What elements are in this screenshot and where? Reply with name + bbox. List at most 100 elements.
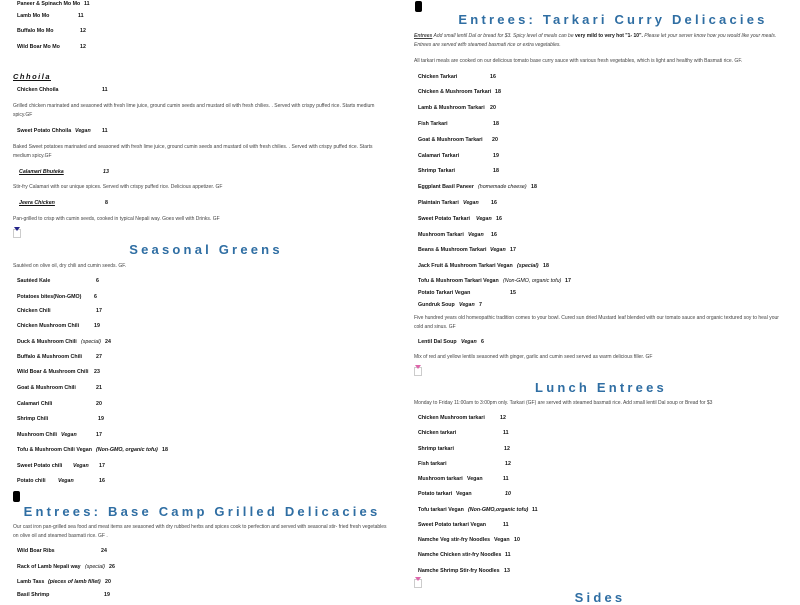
item-name: Sweet Potato Tarkari [418, 216, 471, 222]
item-name: Buffalo Mo Mo [17, 28, 54, 34]
section-description: Sautéed on olive oil, dry chili and cumi… [13, 263, 127, 269]
item-price: 17 [510, 247, 516, 253]
item-price: 19 [98, 416, 104, 422]
item-name: Tofu & Mushroom Tarkari Vegan [418, 278, 499, 284]
item-name: Fish tarkari [418, 461, 447, 467]
item-name: Mushroom Tarkari [418, 232, 464, 238]
item-name: Calamari Chili [17, 401, 53, 407]
item-tag: (homemade cheese) [478, 184, 527, 190]
item-tag: Vegan [461, 339, 477, 345]
item-name: Lamb & Mushroom Tarkari [418, 105, 485, 111]
item-tag: (special) [517, 263, 539, 269]
item-tag: Vegan [73, 463, 89, 469]
item-name: Namche Chicken stir-fry Noodles [418, 552, 502, 558]
item-price: 11 [505, 552, 511, 558]
item-tag: Vegan [467, 476, 483, 482]
item-price: 13 [504, 568, 510, 574]
item-name: Goat & Mushroom Chili [17, 385, 76, 391]
item-tag: (Non-GMO, organic tofu) [96, 447, 158, 453]
item-price: 18 [162, 447, 168, 453]
note-text: Please let your server know how you woul… [414, 33, 777, 48]
section-heading-lunch: Lunch Entrees [535, 380, 667, 395]
item-tag: (special) [85, 564, 106, 570]
item-name: Sweet Potato Chhoila [17, 128, 72, 134]
item-price: 12 [500, 415, 506, 421]
item-name: Fish Tarkari [418, 121, 448, 127]
item-price: 27 [96, 354, 102, 360]
item-name: Sweet Potato chili [17, 463, 63, 469]
item-tag: (Non-GMO,organic tofu) [468, 507, 529, 513]
item-price: 7 [479, 302, 482, 308]
item-price: 18 [543, 263, 549, 269]
item-price: 11 [503, 430, 509, 436]
item-tag: Vegan [494, 537, 510, 543]
section-heading-grilled: Entrees: Base Camp Grilled Delicacies [23, 504, 381, 519]
item-price: 11 [503, 522, 509, 528]
note-text: Add small lentil Dal or bread for $3. Sp… [432, 33, 576, 39]
item-name: Shrimp tarkari [418, 446, 454, 452]
item-description: Mix of red and yellow lentils seasoned w… [414, 354, 653, 360]
entrees-note: Entrees Add small lentil Dal or bread fo… [414, 32, 792, 50]
item-price: 24 [105, 339, 111, 345]
image-placeholder-icon [414, 577, 422, 588]
item-name: Tofu tarkari Vegan [418, 507, 464, 513]
item-description: Five hundred years old homeopathic tradi… [414, 315, 779, 330]
item-tag: Vegan [476, 216, 492, 222]
note-spicy-level: very mild to very hot "1- 10". [575, 33, 643, 39]
item-name: Mushroom Chili [17, 432, 58, 438]
note-label: Entrees [414, 33, 433, 39]
item-description: Pan-grilled to crisp with cumin seeds, c… [13, 216, 220, 222]
item-price: 6 [94, 294, 97, 300]
section-heading-seasonal-greens: Seasonal Greens [129, 242, 283, 257]
section-heading-tarkari: Entrees: Tarkari Curry Delicacies [458, 12, 768, 27]
item-tag: Vegan [75, 128, 91, 134]
item-name: Plaintain Tarkari [418, 200, 459, 206]
item-price: 10 [514, 537, 520, 543]
item-tag: (special) [81, 339, 102, 345]
item-name: Calamari Bhuteka [19, 169, 64, 175]
item-name: Eggplant Basil Paneer [418, 184, 474, 190]
section-description: Our cast iron pan-grilled sea food and m… [13, 524, 387, 539]
item-name: Buffalo & Mushroom Chili [17, 354, 83, 360]
section-heading-chhoila: Chhoila [13, 72, 51, 81]
item-price: 6 [96, 278, 99, 284]
item-price: 19 [94, 323, 100, 329]
item-tag: Vegan [456, 491, 472, 497]
item-name: Chicken Mushroom tarkari [418, 415, 485, 421]
item-name: Namche Veg stir-fry Noodles [418, 537, 491, 543]
item-name: Chicken Chhoila [17, 87, 59, 93]
item-price: 26 [109, 564, 115, 570]
item-name: Sweet Potato tarkari Vegan [418, 522, 487, 528]
item-price: 18 [531, 184, 537, 190]
item-price: 16 [490, 74, 496, 80]
item-description: Grilled chicken marinated and seasoned w… [13, 103, 375, 118]
item-price: 11 [78, 13, 84, 19]
section-heading-sides: Sides [574, 590, 626, 605]
item-name: Wild Boar Ribs [17, 548, 55, 554]
item-price: 19 [493, 153, 499, 159]
item-name: Paneer & Spinach Mo Mo [17, 1, 81, 7]
item-price: 12 [505, 461, 511, 467]
item-price: 18 [493, 168, 499, 174]
item-tag: (pieces of lamb fillet) [48, 579, 101, 585]
item-tag: Vegan [459, 302, 475, 308]
item-name: Potatoes bites(Non-GMO) [17, 294, 82, 300]
item-name: Wild Boar Mo Mo [17, 44, 60, 50]
item-name: Jack Fruit & Mushroom Tarkari Vegan [418, 263, 513, 269]
item-price: 17 [565, 278, 571, 284]
item-price: 21 [96, 385, 102, 391]
item-tag: Vegan [61, 432, 77, 438]
item-name: Mushroom tarkari [418, 476, 463, 482]
item-name: Chicken Chili [17, 308, 51, 314]
item-price: 12 [80, 44, 86, 50]
item-tag: Vegan [58, 478, 74, 484]
item-name: Lentil Dal Soup [418, 339, 457, 345]
item-name: Potato tarkari [418, 491, 453, 497]
item-price: 11 [84, 1, 90, 7]
item-name: Sautéed Kale [17, 278, 51, 284]
section-description: All tarkari meals are cooked on our deli… [414, 58, 743, 64]
item-price: 19 [104, 592, 110, 598]
item-tag: (Non-GMO, organic tofu) [503, 278, 562, 284]
item-name: Shrimp Chili [17, 416, 49, 422]
item-price: 16 [99, 478, 105, 484]
